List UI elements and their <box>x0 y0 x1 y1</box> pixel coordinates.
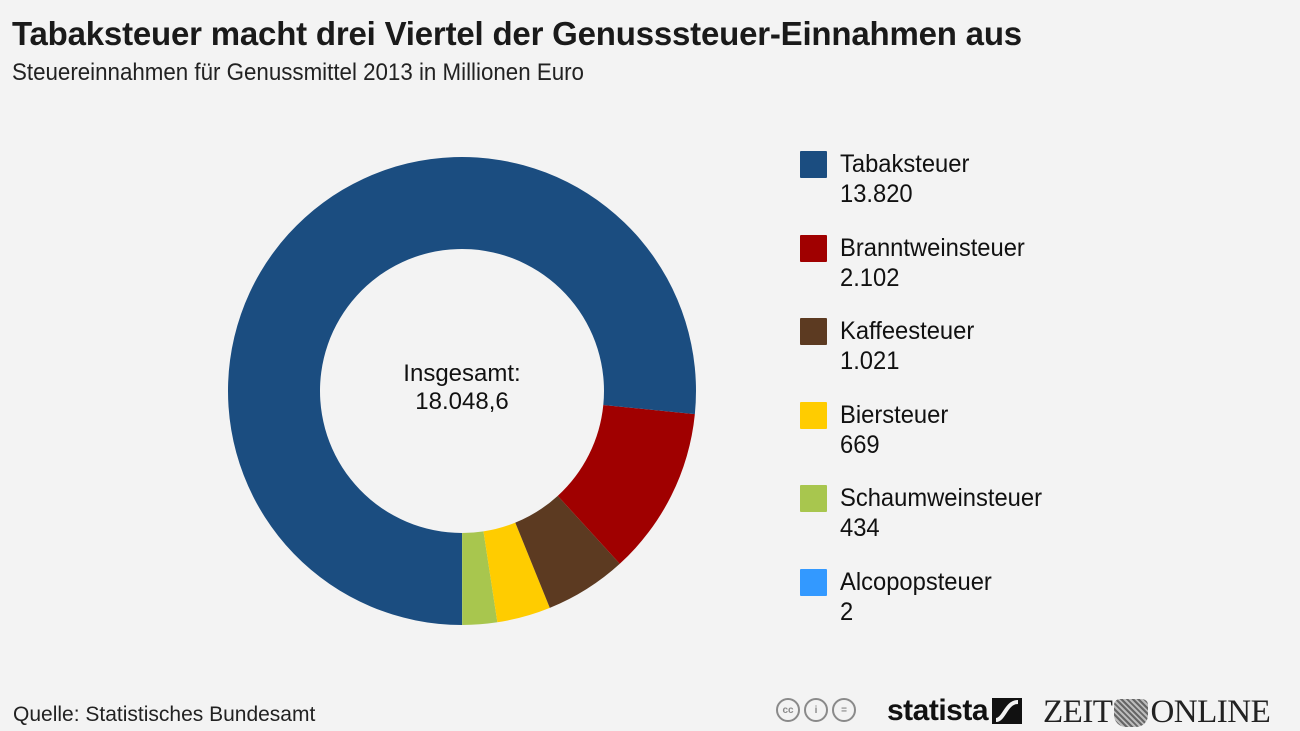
legend-label: Biersteuer <box>840 400 949 429</box>
zeit-crest-icon <box>1114 698 1149 727</box>
statista-mark-icon <box>992 698 1023 724</box>
zeit-online-logo[interactable]: ZEIT ONLINE <box>1043 694 1271 731</box>
legend-swatch <box>800 234 827 262</box>
chart-subtitle: Steuereinnahmen für Genussmittel 2013 in… <box>12 59 584 86</box>
legend-swatch <box>800 568 827 596</box>
legend-label: Alcopopsteuer <box>840 567 992 596</box>
legend-swatch <box>800 151 827 178</box>
donut-slice-schaumweinsteuer <box>462 531 498 625</box>
legend-label: Tabaksteuer <box>840 150 970 178</box>
legend-value: 2.102 <box>840 263 900 292</box>
donut-slice-biersteuer <box>483 522 550 623</box>
statista-logo[interactable]: statista <box>887 694 1023 728</box>
donut-center-label: Insgesamt: 18.048,6 <box>362 360 562 416</box>
legend-label: Branntweinsteuer <box>840 233 1025 262</box>
source-note: Quelle: Statistisches Bundesamt <box>13 703 316 726</box>
legend-label: Kaffeesteuer <box>840 317 975 345</box>
legend-value: 1.021 <box>840 347 900 375</box>
chart-title: Tabaksteuer macht drei Viertel der Genus… <box>12 15 1022 52</box>
zeit-wordmark: ZEIT <box>1043 694 1113 730</box>
donut-slice-tabaksteuer <box>228 157 696 625</box>
legend-swatch <box>800 318 827 345</box>
donut-slice-kaffeesteuer <box>515 495 620 608</box>
legend-value: 434 <box>840 514 880 542</box>
legend-swatch <box>800 485 827 512</box>
online-wordmark: ONLINE <box>1150 694 1271 730</box>
statista-wordmark: statista <box>887 694 989 727</box>
legend-swatch <box>800 401 827 429</box>
cc-license-icons[interactable]: cc i = <box>776 698 856 722</box>
legend-value: 13.820 <box>840 180 913 208</box>
by-icon[interactable]: i <box>804 698 828 722</box>
total-label: Insgesamt: <box>403 360 521 387</box>
legend-value: 2 <box>840 597 854 626</box>
legend-value: 669 <box>840 430 880 459</box>
total-value: 18.048,6 <box>415 388 509 415</box>
legend-label: Schaumweinsteuer <box>840 484 1042 512</box>
cc-icon[interactable]: cc <box>776 698 800 722</box>
nd-icon[interactable]: = <box>832 698 856 722</box>
donut-slice-branntweinsteuer <box>557 405 695 564</box>
